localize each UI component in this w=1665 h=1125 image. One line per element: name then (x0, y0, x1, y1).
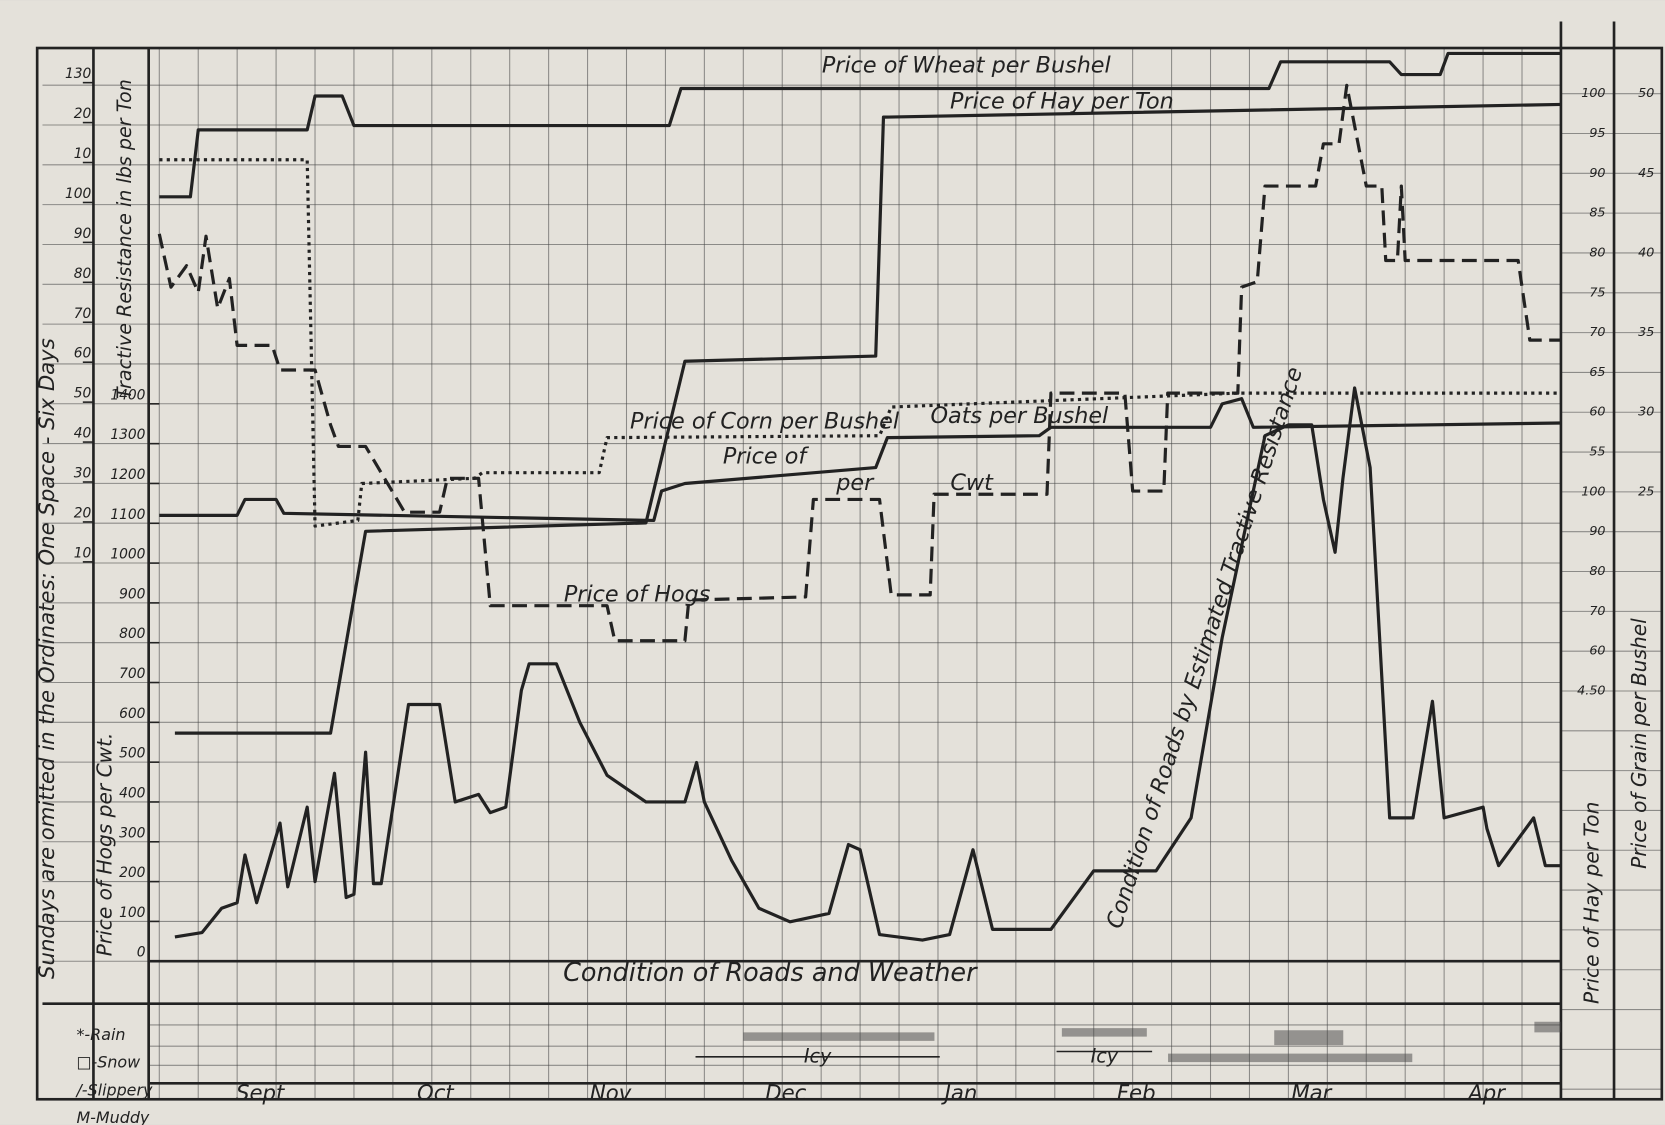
y2-tick-label: 130 (65, 66, 92, 82)
grain-axis-label: 35 (1638, 325, 1654, 340)
icy-label: Icy (1091, 1044, 1119, 1067)
annotation: Price of (723, 443, 809, 469)
section-title: Condition of Roads and Weather (563, 958, 978, 988)
side-title: Sundays are omitted in the Ordinates: On… (35, 338, 60, 979)
weather-legend-entry: □-Snow (76, 1053, 141, 1072)
series-label: Price of Hay per Ton (950, 89, 1174, 115)
hay-axis-label: 75 (1589, 285, 1605, 300)
grain-axis-label: 45 (1638, 166, 1654, 181)
annotation: per (835, 470, 875, 496)
y2-tick-label: 10 (74, 545, 92, 561)
y-tick-label: 800 (119, 626, 146, 642)
month-label: Mar (1291, 1081, 1332, 1106)
hay-axis-label: 90 (1589, 166, 1605, 181)
y2-tick-label: 100 (65, 186, 92, 202)
y2-tick-label: 30 (74, 466, 92, 482)
month-label: Nov (590, 1081, 632, 1106)
y2-tick-label: 80 (74, 266, 92, 282)
y2-tick-label: 90 (74, 226, 92, 242)
icy-label: Icy (804, 1044, 832, 1067)
hay-axis-title: Price of Hay per Ton (1579, 802, 1603, 1004)
y-tick-label: 600 (119, 706, 146, 722)
grain-axis-label: 40 (1638, 245, 1654, 260)
grain-axis-label: 50 (1638, 86, 1654, 101)
weather-legend-entry: *-Rain (76, 1025, 125, 1044)
hay-axis-label: 70 (1589, 325, 1605, 340)
y-tick-label: 0 (137, 945, 146, 961)
series-label: Price of Corn per Bushel (630, 408, 900, 434)
weather-legend-entry: /-Slippery (74, 1080, 153, 1099)
hay-axis-label: 95 (1589, 126, 1605, 141)
hay-axis-label: 4.50 (1577, 683, 1605, 698)
hay-axis-label: 100 (1581, 484, 1605, 499)
hay-axis-label: 85 (1589, 206, 1605, 221)
y2-tick-label: 70 (74, 306, 92, 322)
y2-tick-label: 60 (74, 346, 92, 362)
grain-axis-label: 30 (1638, 405, 1654, 420)
y-tick-label: 1000 (110, 547, 145, 563)
y-tick-label: 1200 (110, 467, 145, 483)
month-label: Sept (236, 1081, 285, 1106)
y-tick-label: 300 (119, 825, 146, 841)
hay-axis-label: 100 (1581, 86, 1605, 101)
grain-axis-label: 25 (1638, 484, 1654, 499)
y2-tick-label: 10 (74, 146, 92, 162)
hay-axis-label: 55 (1589, 445, 1605, 460)
hay-axis-label: 80 (1589, 564, 1605, 579)
y-tick-label: 700 (119, 666, 146, 682)
y2-tick-label: 40 (74, 426, 92, 442)
grain-axis-title: Price of Grain per Bushel (1627, 618, 1651, 869)
month-label: Feb (1117, 1081, 1156, 1106)
y2-tick-label: 20 (74, 505, 92, 521)
series-label: Price of Wheat per Bushel (822, 53, 1112, 79)
hay-axis-label: 60 (1589, 405, 1605, 420)
annotation: Cwt (950, 470, 994, 496)
y2-axis-title: Tractive Resistance in lbs per Ton (113, 79, 136, 399)
month-label: Dec (765, 1081, 806, 1106)
y-axis-title: Price of Hogs per Cwt. (93, 733, 117, 957)
hay-axis-label: 60 (1589, 644, 1605, 659)
y2-tick-label: 50 (74, 386, 92, 402)
hay-axis-label: 80 (1589, 245, 1605, 260)
y-tick-label: 100 (119, 905, 146, 921)
month-label: Oct (417, 1081, 454, 1106)
series-label: Oats per Bushel (931, 403, 1110, 429)
month-label: Jan (941, 1081, 978, 1106)
chart: Sundays are omitted in the Ordinates: On… (0, 0, 1665, 1125)
hay-axis-label: 65 (1589, 365, 1605, 380)
series-label: Price of Hogs (564, 581, 711, 607)
hay-axis-label: 70 (1589, 604, 1605, 619)
y-tick-label: 1400 (110, 387, 145, 403)
hay-axis-label: 90 (1589, 524, 1605, 539)
y-tick-label: 200 (119, 865, 146, 881)
y-tick-label: 400 (119, 785, 146, 801)
y-tick-label: 500 (119, 746, 146, 762)
y-tick-label: 1300 (110, 427, 145, 443)
month-label: Apr (1466, 1081, 1506, 1106)
y2-tick-label: 20 (74, 106, 92, 122)
weather-legend-entry: M-Muddy (76, 1108, 149, 1125)
y-tick-label: 900 (119, 586, 146, 602)
y-tick-label: 1100 (110, 507, 145, 523)
